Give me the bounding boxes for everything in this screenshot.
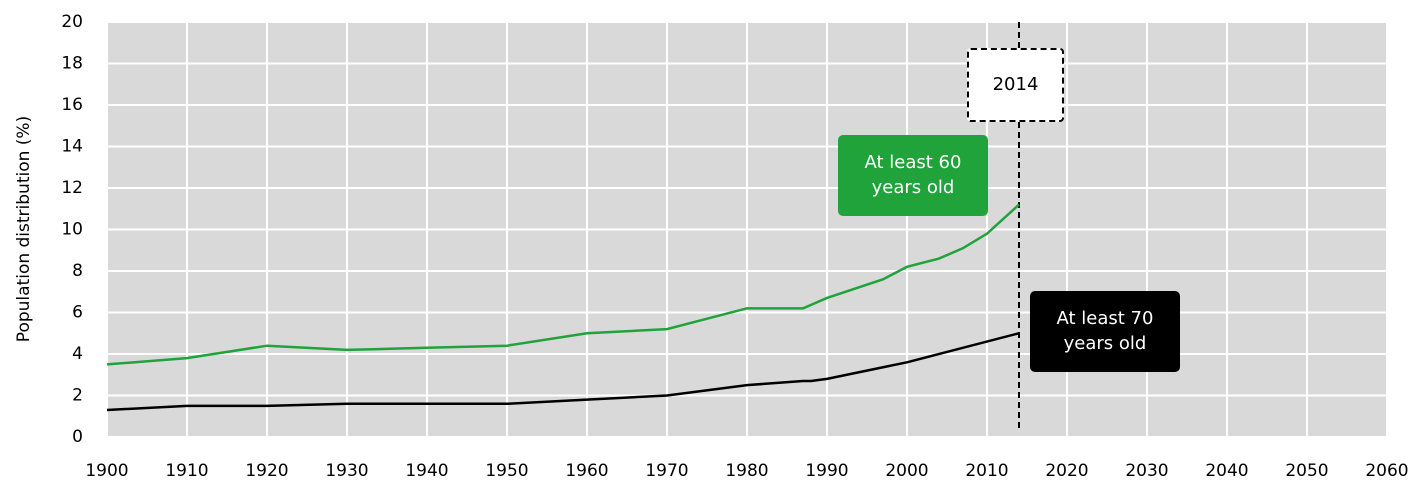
x-tick-label: 1910	[165, 461, 208, 481]
y-tick-label: 14	[61, 137, 83, 157]
x-tick-label: 2020	[1045, 461, 1088, 481]
y-tick-label: 2	[72, 386, 83, 406]
x-tick-label: 2030	[1125, 461, 1168, 481]
x-tick-label: 2040	[1205, 461, 1248, 481]
marker-label: 2014	[967, 48, 1064, 122]
x-tick-label: 1900	[85, 461, 128, 481]
y-tick-label: 10	[61, 220, 83, 240]
y-tick-label: 20	[61, 12, 83, 32]
series-line	[106, 332, 1020, 412]
y-tick-label: 4	[72, 344, 83, 364]
y-tick-label: 8	[72, 261, 83, 281]
x-tick-label: 1960	[565, 461, 608, 481]
series-line	[106, 203, 1020, 366]
x-tick-label: 2000	[885, 461, 928, 481]
x-tick-label: 2010	[965, 461, 1008, 481]
series-label: At least 60 years old	[838, 135, 988, 216]
x-tick-label: 2060	[1365, 461, 1408, 481]
series-label: At least 70 years old	[1030, 291, 1180, 372]
y-tick-label: 18	[61, 54, 83, 74]
y-tick-label: 0	[72, 427, 83, 447]
x-tick-label: 1990	[805, 461, 848, 481]
x-tick-label: 1940	[405, 461, 448, 481]
x-tick-label: 2050	[1285, 461, 1328, 481]
x-tick-label: 1970	[645, 461, 688, 481]
x-tick-label: 1980	[725, 461, 768, 481]
x-tick-label: 1950	[485, 461, 528, 481]
y-tick-label: 6	[72, 303, 83, 323]
y-axis-label: Population distribution (%)	[14, 116, 34, 342]
x-tick-label: 1930	[325, 461, 368, 481]
y-tick-label: 16	[61, 95, 83, 115]
x-tick-label: 1920	[245, 461, 288, 481]
y-tick-label: 12	[61, 178, 83, 198]
